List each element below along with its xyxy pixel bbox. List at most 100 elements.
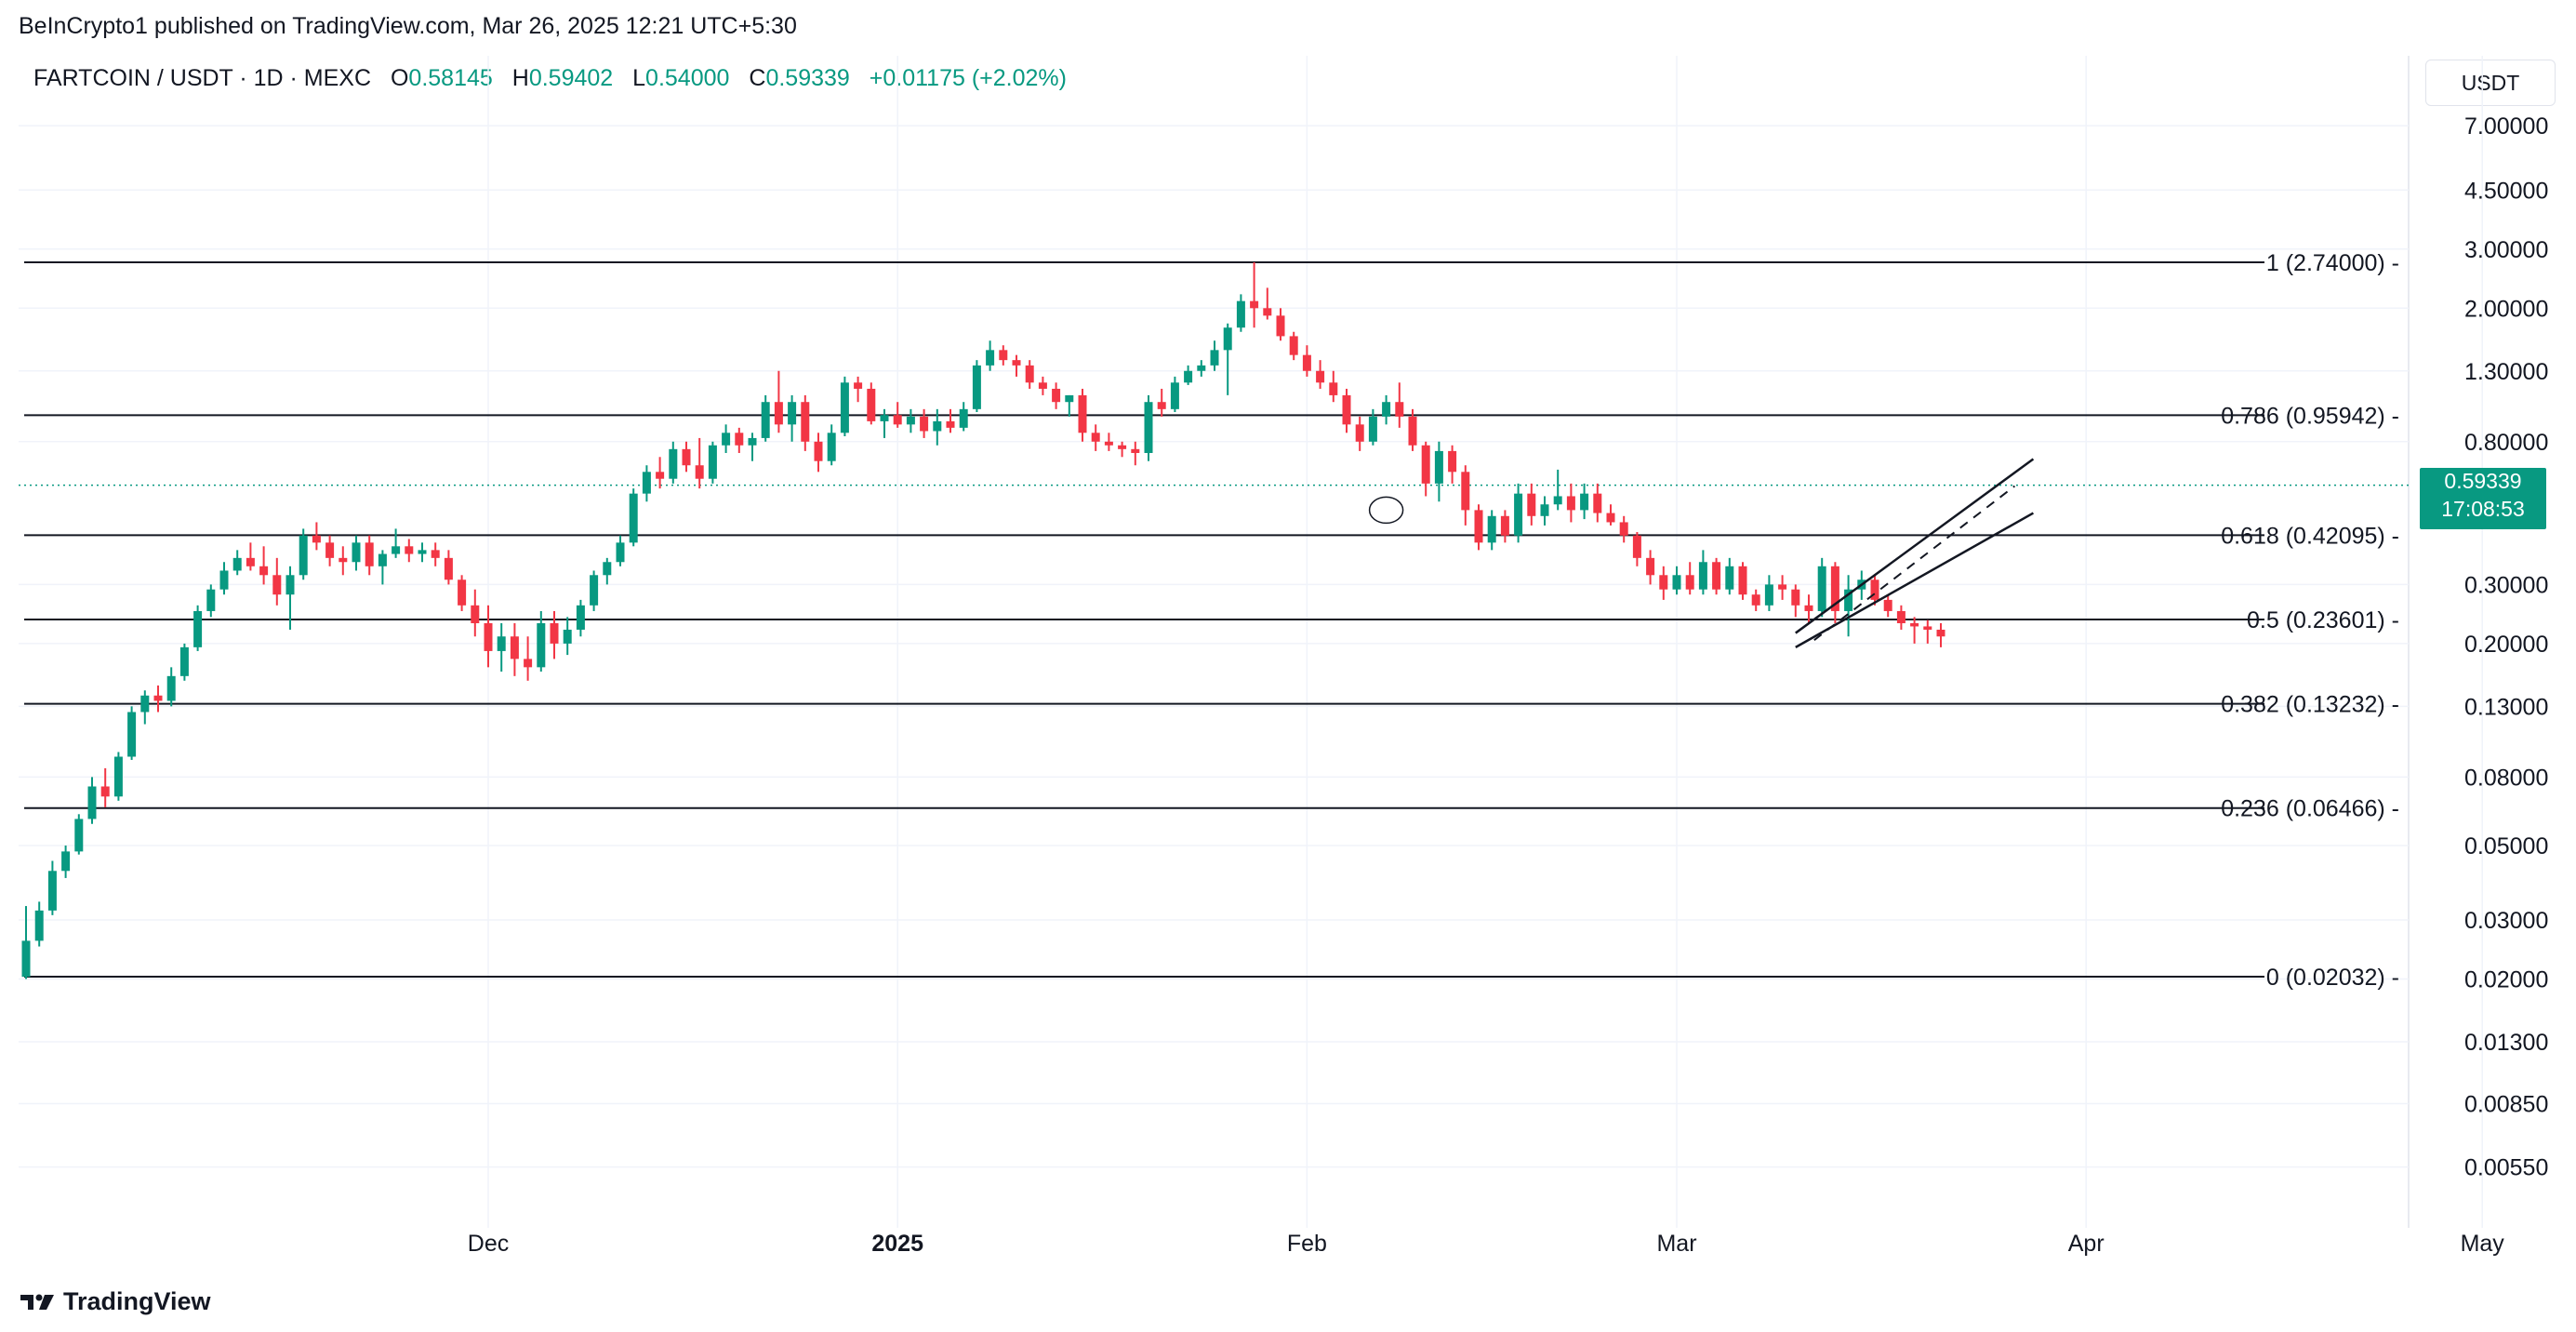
candlestick-series xyxy=(21,262,1945,979)
candle-body xyxy=(1606,513,1615,523)
candle-body xyxy=(193,610,203,647)
candle-body xyxy=(1408,416,1417,446)
x-tick-label: Feb xyxy=(1287,1231,1327,1257)
candle-body xyxy=(563,629,572,644)
candle-body xyxy=(840,382,849,433)
candle-body xyxy=(1527,493,1536,516)
candle-body xyxy=(1118,445,1127,449)
low-label: L xyxy=(632,65,646,91)
candle-body xyxy=(1566,496,1575,511)
candle-body xyxy=(695,465,704,479)
y-tick-label: 0.80000 xyxy=(2464,430,2548,456)
y-tick-label: 0.20000 xyxy=(2464,632,2548,658)
x-tick-label: Mar xyxy=(1656,1231,1696,1257)
candle-body xyxy=(1210,350,1219,366)
fib-level-label: 0.236 (0.06466) - xyxy=(2221,796,2399,822)
fib-retracement[interactable]: 1 (2.74000) - 0.786 (0.95942) - 0.618 (0.4… xyxy=(24,250,2399,991)
y-tick-label: 4.50000 xyxy=(2464,178,2548,204)
footer-brand: TradingView xyxy=(19,1287,211,1316)
candle-body xyxy=(285,575,295,595)
candle-body xyxy=(1844,589,1853,611)
candle-body xyxy=(365,542,374,566)
candle-body xyxy=(272,575,282,595)
candle-body xyxy=(392,546,401,554)
candle-body xyxy=(1619,522,1628,536)
candle-body xyxy=(418,550,427,554)
candle-body xyxy=(1078,394,1087,433)
candle-body xyxy=(1791,589,1800,606)
candle-body xyxy=(1738,566,1747,595)
candle-body xyxy=(1936,629,1945,637)
candle-body xyxy=(972,365,981,409)
candle-body xyxy=(312,535,321,543)
candle-body xyxy=(1659,575,1668,590)
candle-body xyxy=(1329,382,1338,395)
candle-body xyxy=(510,636,519,659)
fib-level-label: 0.5 (0.23601) - xyxy=(2247,607,2399,633)
fib-level-label: 0.786 (0.95942) - xyxy=(2221,403,2399,429)
candle-body xyxy=(1778,584,1787,590)
candle-body xyxy=(153,695,163,701)
last-price-tag: 0.59339 17:08:53 xyxy=(2420,468,2546,529)
candle-body xyxy=(537,623,546,668)
candle-body xyxy=(1883,599,1892,611)
x-tick-label: Apr xyxy=(2068,1231,2105,1257)
candle-body xyxy=(1514,493,1523,536)
candle-body xyxy=(603,562,612,576)
candle-body xyxy=(946,420,955,428)
candle-body xyxy=(1910,623,1919,627)
symbol-name[interactable]: FARTCOIN / USDT · 1D · MEXC xyxy=(33,65,372,91)
y-tick-label: 0.01300 xyxy=(2464,1030,2548,1056)
channel-mid-line xyxy=(1813,485,2016,642)
change-value: +0.01175 (+2.02%) xyxy=(869,65,1067,91)
bar-countdown: 17:08:53 xyxy=(2441,497,2525,521)
candle-body xyxy=(1355,424,1364,442)
y-tick-label: 7.00000 xyxy=(2464,113,2548,140)
candle-body xyxy=(616,542,625,563)
low-value: 0.54000 xyxy=(645,65,730,91)
y-tick-label: 0.13000 xyxy=(2464,694,2548,720)
open-label: O xyxy=(390,65,409,91)
candle-body xyxy=(893,415,902,425)
time-axis[interactable]: Dec 2025 Feb Mar Apr May xyxy=(468,1231,2505,1257)
candle-body xyxy=(524,659,533,668)
ascending-channel[interactable] xyxy=(1368,458,2035,648)
candle-body xyxy=(761,402,770,438)
candle-body xyxy=(1421,445,1430,484)
candle-body xyxy=(1725,566,1734,590)
channel-upper-line[interactable] xyxy=(1795,458,2035,634)
candle-body xyxy=(1646,557,1655,576)
candle-body xyxy=(458,579,467,606)
candle-body xyxy=(1289,336,1298,355)
candle-body xyxy=(1580,493,1589,511)
candle-body xyxy=(1434,450,1443,484)
candle-body xyxy=(1500,515,1509,536)
x-tick-label: 2025 xyxy=(871,1231,923,1257)
candle-body xyxy=(1712,562,1721,590)
symbol-legend: FARTCOIN / USDT · 1D · MEXC O0.58145 H0.… xyxy=(33,65,1067,92)
candle-body xyxy=(1184,370,1193,383)
price-axis[interactable]: 7.00000 4.50000 3.00000 2.00000 1.30000 0.800… xyxy=(2464,113,2548,1181)
candle-body xyxy=(1025,365,1034,383)
candle-body xyxy=(1382,402,1391,417)
y-tick-label: 0.02000 xyxy=(2464,966,2548,992)
candle-body xyxy=(576,605,585,630)
candle-body xyxy=(722,433,731,446)
candle-body xyxy=(774,402,783,425)
high-label: H xyxy=(511,65,529,91)
candle-body xyxy=(1593,493,1602,513)
candle-body xyxy=(920,416,929,432)
last-price-value: 0.59339 xyxy=(2444,469,2522,493)
candle-body xyxy=(1170,382,1179,409)
candle-body xyxy=(1870,579,1879,600)
candle-body xyxy=(999,350,1008,361)
currency-selector[interactable]: USDT xyxy=(2425,60,2556,106)
high-value: 0.59402 xyxy=(528,65,614,91)
candle-body xyxy=(21,940,31,978)
candle-body xyxy=(1276,315,1285,337)
candle-body xyxy=(87,786,97,819)
candle-body xyxy=(656,472,665,479)
candle-body xyxy=(1804,605,1813,611)
candle-body xyxy=(1395,402,1404,417)
